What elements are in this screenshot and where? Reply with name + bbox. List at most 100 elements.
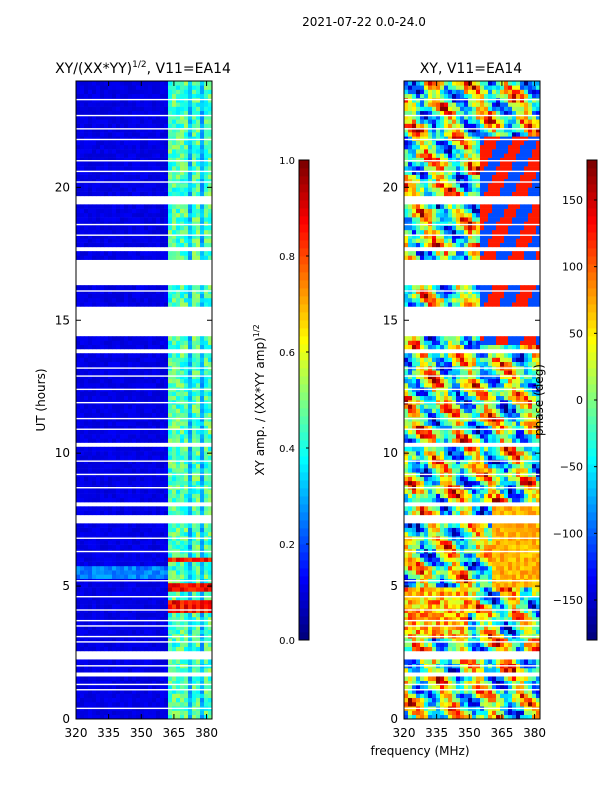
colorbar-segment: [299, 360, 309, 369]
colorbar-segment: [299, 448, 309, 457]
colorbar-segment: [587, 392, 597, 401]
colorbar-segment: [587, 312, 597, 321]
amp-heatmap-cells: [76, 81, 213, 720]
colorbar-frame: [298, 159, 310, 641]
colorbar-segment: [299, 616, 309, 625]
colorbar-tick-label: 100: [562, 261, 583, 274]
amp-cb-label-main: XY amp. / (XX*YY amp): [253, 337, 267, 475]
colorbar-segment: [587, 160, 597, 169]
colorbar-segment: [299, 344, 309, 353]
colorbar-segment: [587, 296, 597, 305]
colorbar-segment: [587, 480, 597, 489]
colorbar-segment: [299, 304, 309, 313]
colorbar-segment: [587, 280, 597, 289]
colorbar-segment: [299, 496, 309, 505]
right-panel-title: XY, V11=EA14: [420, 61, 522, 77]
colorbar-segment: [299, 192, 309, 201]
colorbar-segment: [587, 288, 597, 297]
colorbar-tick-label: −50: [560, 461, 583, 474]
colorbar-segment: [587, 264, 597, 273]
colorbar-segment: [299, 264, 309, 273]
phase-colorbar-label: phase (deg): [532, 364, 546, 436]
colorbar-segment: [299, 352, 309, 361]
colorbar-segment: [587, 520, 597, 529]
colorbar-segment: [299, 400, 309, 409]
colorbar-tick-label: 0.0: [279, 636, 295, 647]
colorbar-segment: [299, 624, 309, 633]
colorbar-segment: [299, 408, 309, 417]
colorbar-segment: [587, 432, 597, 441]
colorbar-segment: [299, 392, 309, 401]
left-title-main: XY/(XX*YY): [55, 61, 132, 77]
colorbar-segment: [587, 568, 597, 577]
colorbar-segment: [299, 216, 309, 225]
y-tick-label: 15: [55, 313, 70, 327]
colorbar-segment: [587, 384, 597, 393]
colorbar-segment: [587, 408, 597, 417]
colorbar-segment: [299, 608, 309, 617]
colorbar-segment: [299, 296, 309, 305]
colorbar-segment: [299, 328, 309, 337]
y-tick-label: 5: [390, 579, 398, 593]
colorbar-segment: [299, 280, 309, 289]
colorbar-segment: [587, 600, 597, 609]
colorbar-segment: [299, 320, 309, 329]
colorbar-segment: [299, 336, 309, 345]
colorbar-segment: [587, 536, 597, 545]
colorbar-segment: [299, 464, 309, 473]
colorbar-segment: [299, 208, 309, 217]
y-tick-label: 15: [383, 313, 398, 327]
colorbar-segment: [299, 376, 309, 385]
colorbar-segment: [299, 536, 309, 545]
colorbar-segment: [299, 200, 309, 209]
colorbar-segment: [299, 240, 309, 249]
left-title-sup: 1/2: [132, 60, 146, 70]
colorbar-segment: [587, 240, 597, 249]
colorbar-segment: [299, 552, 309, 561]
colorbar-segment: [299, 488, 309, 497]
colorbar-segment: [299, 544, 309, 553]
colorbar-segment: [587, 472, 597, 481]
colorbar-tick-label: 0: [576, 394, 583, 407]
colorbar-segment: [587, 512, 597, 521]
colorbar-segment: [299, 576, 309, 585]
amplitude-heatmap-panel: 320 335 350 365 380 0 5 10 15 20: [55, 80, 218, 740]
left-title-tail: , V11=EA14: [147, 61, 231, 77]
colorbar-segment: [587, 624, 597, 633]
colorbar-segment: [587, 208, 597, 217]
colorbar-segment: [587, 576, 597, 585]
colorbar-segment: [299, 288, 309, 297]
figure-xlabel: frequency (MHz): [370, 744, 469, 758]
phase-heatmap-cells: [404, 81, 541, 720]
colorbar-segment: [587, 232, 597, 241]
colorbar-segment: [587, 464, 597, 473]
colorbar-segment: [587, 352, 597, 361]
colorbar-tick-label: 150: [562, 194, 583, 207]
colorbar-segment: [587, 504, 597, 513]
colorbar-segment: [299, 176, 309, 185]
colorbar-segment: [587, 424, 597, 433]
colorbar-segment: [299, 560, 309, 569]
colorbar-segment: [299, 480, 309, 489]
colorbar-tick-label: 0.6: [279, 348, 295, 359]
x-tick-label: 320: [393, 726, 416, 740]
amplitude-colorbar-label: XY amp. / (XX*YY amp)1/2: [252, 324, 267, 475]
colorbar-tick-label: −150: [553, 594, 583, 607]
y-tick-label: 20: [55, 180, 70, 194]
colorbar-segment: [587, 328, 597, 337]
phase-colorbar: 150 100 50 0 −50 −100 −150: [553, 159, 598, 641]
colorbar-segment: [299, 592, 309, 601]
colorbar-tick-label: −100: [553, 527, 583, 540]
colorbar-segment: [587, 168, 597, 177]
colorbar-tick-label: 1.0: [279, 156, 295, 167]
x-tick-label: 365: [490, 726, 513, 740]
colorbar-segment: [587, 272, 597, 281]
x-tick-label: 380: [195, 726, 218, 740]
amp-axes-frame: [75, 80, 213, 720]
colorbar-segment: [587, 416, 597, 425]
left-ylabel: UT (hours): [34, 368, 48, 431]
y-tick-label: 10: [383, 446, 398, 460]
colorbar-segment: [587, 320, 597, 329]
colorbar-segment: [587, 184, 597, 193]
colorbar-segment: [587, 616, 597, 625]
